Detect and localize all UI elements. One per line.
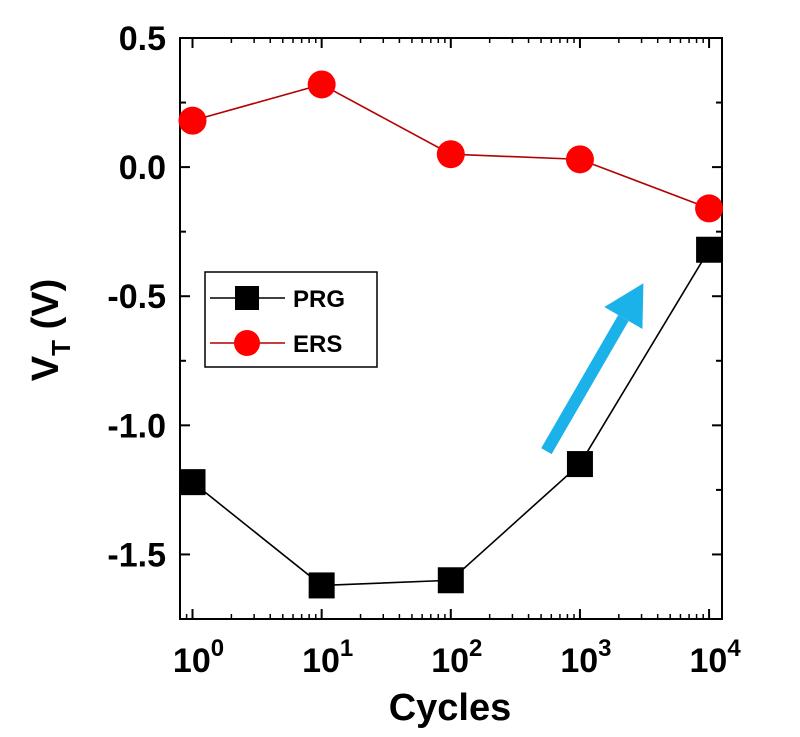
y-tick-label: 0.0 [119,149,166,187]
legend-label-ers: ERS [293,331,342,358]
y-axis-title: VT (V) [25,279,76,381]
legend-marker-prg [235,286,259,310]
x-tick-label: 103 [560,635,611,680]
data-point-ers [178,106,207,135]
data-point-ers [436,140,465,169]
series-markers [178,70,724,599]
y-tick-labels: 0.5 0.0 -0.5 -1.0 -1.5 [107,20,166,574]
legend-item-ers: ERS [210,330,342,358]
data-point-ers [307,70,336,99]
annotation [541,283,644,455]
data-point-ers [695,194,724,223]
legend-item-prg: PRG [210,286,345,313]
svg-text:VT (V): VT (V) [25,279,76,381]
axis-ticks [179,37,722,620]
trend-arrow-head [604,283,644,329]
x-tick-label: 101 [302,635,353,680]
x-tick-label: 104 [689,635,741,680]
y-tick-label: -1.5 [107,536,166,574]
y-tick-label: 0.5 [119,20,166,58]
y-axis-subscript: T [46,340,76,356]
data-point-prg [696,236,723,263]
x-tick-label: 102 [431,635,482,680]
x-axis-title: Cycles [389,687,512,729]
data-point-prg [308,572,335,599]
data-point-prg [179,469,206,496]
legend-marker-ers [234,330,260,356]
y-tick-label: -1.0 [107,407,166,445]
data-point-prg [437,567,464,594]
y-axis-symbol: V [25,355,67,381]
x-tick-label: 100 [173,635,224,680]
trend-arrow-shaft [541,314,629,455]
x-tick-labels: 100 101 102 103 104 [173,635,741,680]
y-tick-label: -0.5 [107,278,166,316]
data-point-prg [566,451,593,478]
legend-box [204,271,378,368]
legend: PRG ERS [204,271,378,368]
legend-label-prg: PRG [293,286,345,313]
data-point-ers [565,145,594,174]
y-axis-unit: (V) [25,279,67,330]
